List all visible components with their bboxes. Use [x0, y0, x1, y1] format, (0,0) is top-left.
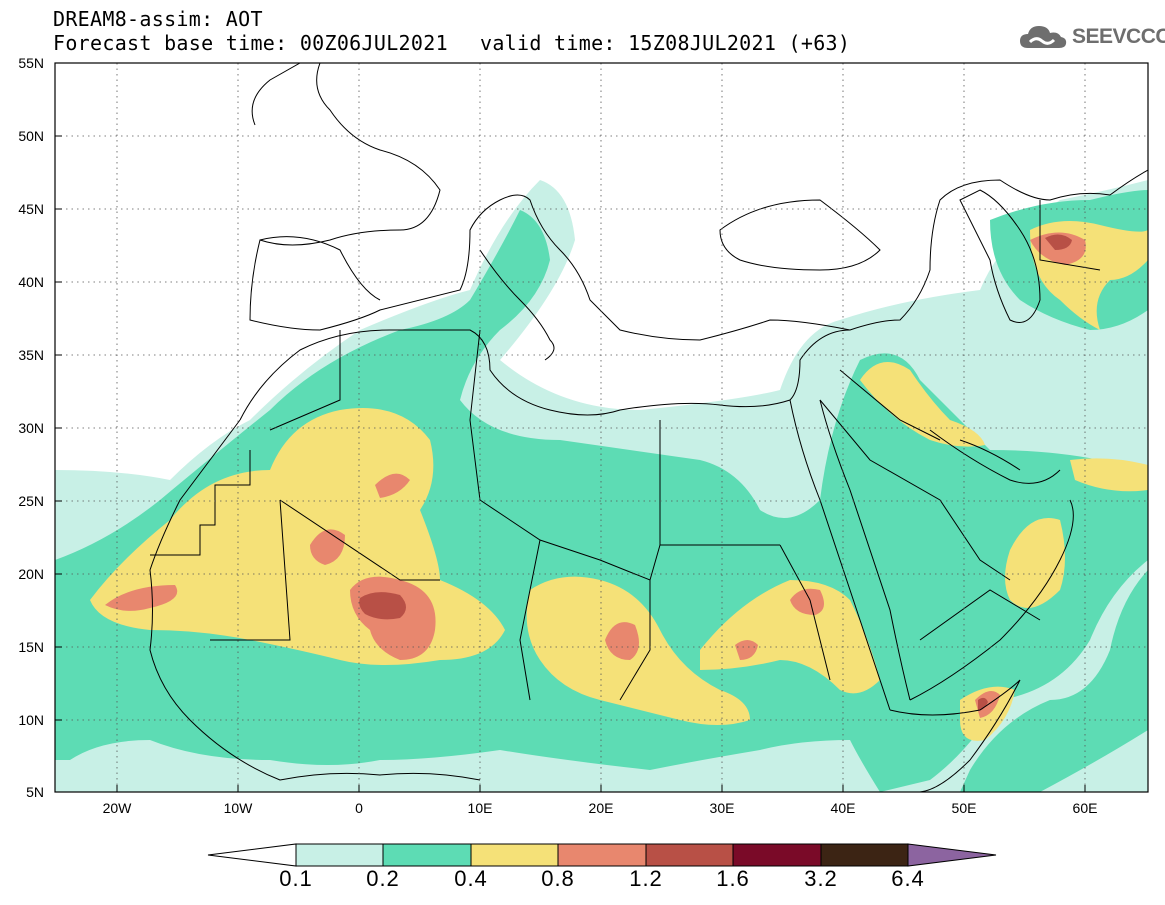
logo-text: SEEVCCC [1072, 25, 1165, 48]
lon-label: 10W [223, 800, 253, 816]
seevccc-logo: SEEVCCC [1018, 22, 1165, 52]
colorbar-bin-2 [382, 843, 472, 867]
lat-label: 40N [18, 274, 44, 290]
lat-label: 50N [18, 128, 44, 144]
colorbar-bin-1 [295, 843, 384, 867]
lat-label: 35N [18, 347, 44, 363]
colorbar-low-arrow [207, 843, 297, 867]
lat-label: 55N [18, 55, 44, 71]
colorbar-high-arrow [907, 843, 997, 867]
lon-label: 0 [355, 800, 363, 816]
coastlines-borders [149, 63, 1148, 792]
axis-ticks [55, 62, 1086, 793]
colorbar-bin-7 [820, 843, 909, 867]
lat-label: 5N [26, 784, 44, 800]
lon-label: 20W [102, 800, 132, 816]
colorbar-label: 6.4 [891, 866, 925, 891]
colorbar-label: 1.6 [716, 866, 750, 891]
lat-label: 15N [18, 639, 44, 655]
forecast-base-time: Forecast base time: 00Z06JUL2021 [53, 31, 448, 55]
lon-label: 40E [830, 800, 856, 816]
colorbar-label: 0.2 [366, 866, 400, 891]
cloud-icon [1020, 26, 1067, 48]
colorbar-label: 0.4 [454, 866, 488, 891]
valid-time: valid time: 15Z08JUL2021 (+63) [480, 31, 851, 55]
aot-field [55, 180, 1148, 792]
graticule [55, 63, 1148, 792]
lon-label: 20E [588, 800, 614, 816]
colorbar-label: 1.2 [629, 866, 663, 891]
colorbar-bin-5 [645, 843, 734, 867]
aot-level-1.2 [359, 234, 1072, 711]
lon-label: 30E [709, 800, 735, 816]
lon-label: 50E [951, 800, 977, 816]
lon-label: 10E [467, 800, 493, 816]
lat-label: 45N [18, 201, 44, 217]
colorbar-label: 0.8 [541, 866, 575, 891]
product-title: DREAM8-assim: AOT [53, 7, 263, 31]
colorbar-label: 3.2 [804, 866, 838, 891]
colorbar-bin-4 [557, 843, 647, 867]
lat-label: 30N [18, 420, 44, 436]
colorbar-bin-3 [470, 843, 559, 867]
lat-label: 10N [18, 712, 44, 728]
colorbar-label: 0.1 [279, 866, 313, 891]
lat-label: 25N [18, 493, 44, 509]
colorbar [207, 843, 997, 867]
colorbar-bin-6 [732, 843, 822, 867]
lat-label: 20N [18, 566, 44, 582]
lon-label: 60E [1072, 800, 1098, 816]
